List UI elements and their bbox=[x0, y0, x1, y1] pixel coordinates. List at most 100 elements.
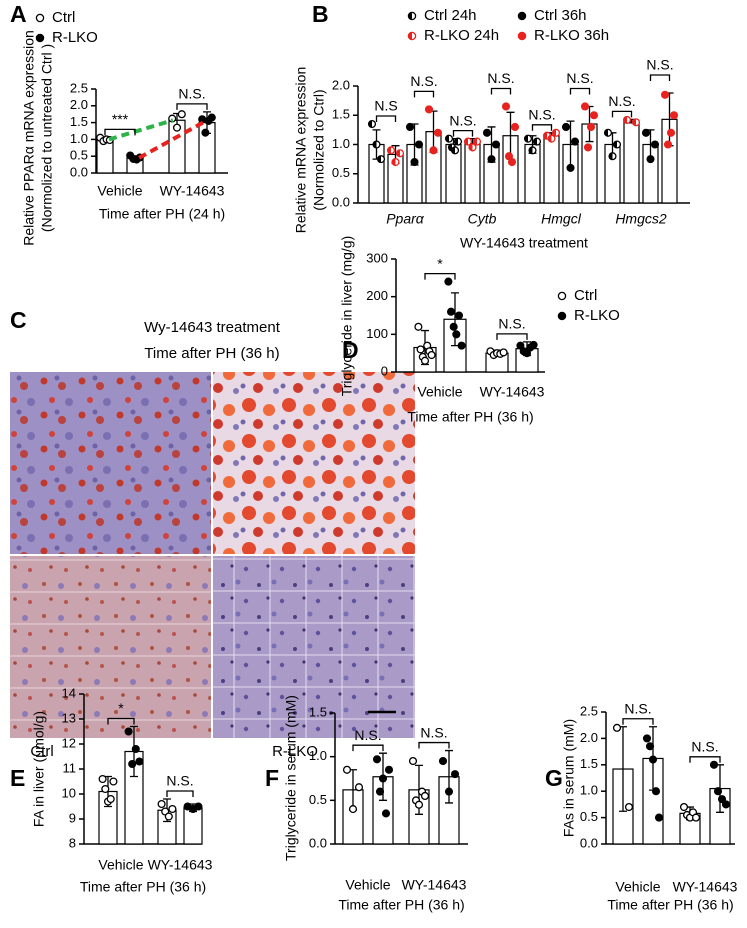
y-tick-label: 1.0 bbox=[332, 136, 350, 151]
y-tick-label: 200 bbox=[366, 288, 388, 303]
y-axis-label: (Normolized to untreated Ctrl ) bbox=[39, 44, 55, 232]
y-axis-label: Relative PPARα mRNA expression bbox=[21, 30, 37, 246]
significance-bracket bbox=[424, 272, 456, 280]
panel-letter: F bbox=[265, 765, 279, 791]
x-tick-label: Vehicle bbox=[98, 857, 143, 873]
data-point bbox=[580, 102, 590, 111]
point-half bbox=[464, 138, 468, 145]
data-point bbox=[433, 128, 443, 137]
point-half bbox=[524, 135, 528, 143]
y-tick-label: 0.5 bbox=[332, 165, 350, 180]
legend-label: R-LKO bbox=[52, 29, 98, 46]
significance-label: N.S. bbox=[420, 724, 447, 740]
data-point bbox=[517, 31, 527, 41]
bar bbox=[543, 135, 560, 204]
data-point bbox=[583, 143, 593, 152]
data-point bbox=[666, 128, 676, 137]
data-point bbox=[164, 812, 173, 821]
x-tick-label: Vehicle bbox=[97, 183, 142, 199]
bar bbox=[183, 807, 203, 845]
y-axis-label: Triglyceride in liver (mg/g) bbox=[339, 236, 355, 397]
data-point bbox=[589, 111, 599, 120]
data-point bbox=[342, 765, 352, 774]
data-point bbox=[124, 727, 133, 736]
panel-letter: C bbox=[10, 307, 27, 333]
y-tick-label: 13 bbox=[62, 710, 76, 725]
image-title: Wy-14643 treatment bbox=[144, 319, 281, 336]
y-tick-label: 2.5 bbox=[580, 703, 598, 718]
y-tick-label: 0.5 bbox=[580, 809, 598, 824]
data-point bbox=[429, 146, 438, 155]
significance-label: * bbox=[118, 700, 124, 716]
point-half bbox=[454, 138, 458, 145]
data-point bbox=[420, 791, 430, 801]
significance-bracket bbox=[689, 756, 721, 763]
micrograph bbox=[10, 556, 211, 738]
x-tick-label: Pparα bbox=[386, 211, 425, 227]
data-point bbox=[499, 348, 508, 357]
point-half bbox=[368, 120, 372, 128]
x-axis-label: Time after PH (36 h) bbox=[407, 409, 533, 425]
x-tick-label: Hmgcl bbox=[541, 211, 582, 227]
data-point bbox=[438, 756, 448, 766]
significance-label: N.S. bbox=[624, 700, 651, 716]
histology-panel: C Wy-14643 treatment Time after PH (36 h… bbox=[10, 307, 415, 760]
y-tick-label: 2.0 bbox=[332, 77, 350, 92]
significance-label: N.S. bbox=[410, 73, 437, 89]
image-label: Ctrl bbox=[30, 743, 53, 760]
data-point bbox=[446, 307, 456, 316]
x-axis-label: Time after PH (24 h) bbox=[99, 206, 225, 222]
y-tick-label: 0.0 bbox=[309, 835, 327, 850]
data-point bbox=[650, 140, 660, 149]
x-axis-label: Time after PH (36 h) bbox=[80, 879, 206, 895]
point-half bbox=[377, 155, 381, 163]
panel-letter: D bbox=[342, 337, 359, 363]
data-point bbox=[375, 787, 385, 796]
micrograph bbox=[213, 372, 415, 554]
data-point bbox=[561, 122, 571, 131]
significance-bracket bbox=[413, 90, 435, 98]
x-tick-label: WY-14643 bbox=[148, 857, 213, 873]
y-tick-label: 0.0 bbox=[70, 164, 88, 179]
data-point bbox=[35, 33, 45, 43]
significance-bracket bbox=[166, 790, 194, 797]
legend-label: Ctrl 24h bbox=[424, 7, 477, 24]
data-point bbox=[414, 800, 424, 809]
y-tick-label: 0.5 bbox=[70, 148, 88, 163]
data-point bbox=[424, 105, 434, 114]
image-label: R-LKO bbox=[272, 743, 318, 760]
panel-letter: E bbox=[10, 765, 25, 791]
significance-label: N.S. bbox=[528, 107, 555, 123]
data-point bbox=[612, 723, 622, 732]
data-point bbox=[491, 140, 501, 149]
x-tick-label: Vehicle bbox=[417, 384, 462, 400]
data-point bbox=[414, 140, 424, 149]
data-point bbox=[408, 756, 418, 766]
significance-label: N.S bbox=[374, 98, 397, 114]
data-point bbox=[449, 322, 458, 331]
data-point bbox=[721, 800, 731, 809]
y-tick-label: 0.5 bbox=[309, 792, 327, 807]
x-tick-label: WY-14643 bbox=[480, 384, 545, 400]
y-tick-label: 0.0 bbox=[332, 194, 350, 209]
significance-bracket bbox=[490, 87, 512, 95]
legend-label: R-LKO bbox=[574, 307, 620, 324]
data-point bbox=[405, 122, 415, 131]
point-half bbox=[396, 149, 400, 157]
data-point bbox=[420, 356, 430, 365]
bar bbox=[623, 120, 640, 204]
micrograph bbox=[10, 372, 211, 554]
significance-label: N.S. bbox=[498, 316, 525, 332]
point-half bbox=[373, 141, 377, 148]
significance-bracket bbox=[611, 110, 633, 118]
data-point bbox=[427, 350, 436, 360]
data-point bbox=[642, 734, 652, 743]
data-point bbox=[348, 805, 358, 814]
significance-bracket bbox=[375, 115, 397, 123]
point-half bbox=[543, 132, 547, 140]
data-point bbox=[207, 113, 216, 122]
legend-label: Ctrl 36h bbox=[534, 7, 587, 24]
micrograph bbox=[213, 556, 415, 738]
data-point bbox=[416, 345, 425, 354]
